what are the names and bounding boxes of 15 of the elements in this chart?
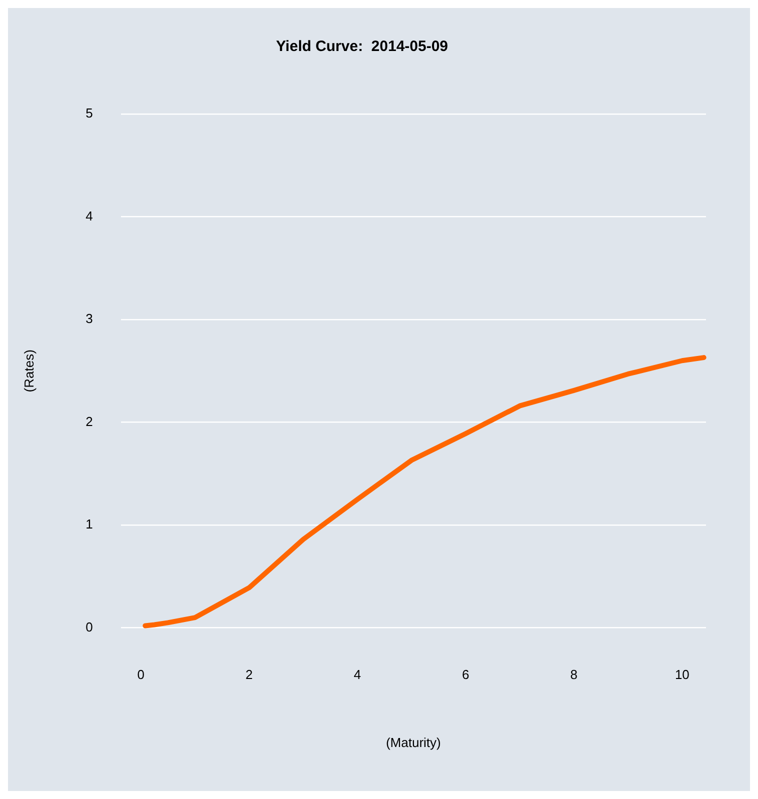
x-axis-title: (Maturity): [386, 734, 441, 750]
x-tick-label: 2: [246, 667, 253, 682]
y-tick-label: 0: [86, 619, 93, 634]
y-tick-label: 1: [86, 516, 93, 532]
x-tick-label: 0: [137, 667, 144, 682]
y-tick-label: 5: [86, 106, 93, 121]
chart-title: Yield Curve: 2014-05-09: [276, 38, 448, 56]
x-tick-label: 8: [570, 667, 578, 682]
x-tick-label: 6: [462, 667, 470, 682]
y-tick-label: 4: [86, 208, 93, 224]
x-tick-label: 4: [354, 667, 362, 682]
y-tick-label: 3: [86, 311, 93, 326]
x-tick-label: 10: [674, 667, 690, 682]
y-tick-label: 2: [86, 414, 93, 429]
y-axis-title: (Rates): [21, 350, 36, 392]
